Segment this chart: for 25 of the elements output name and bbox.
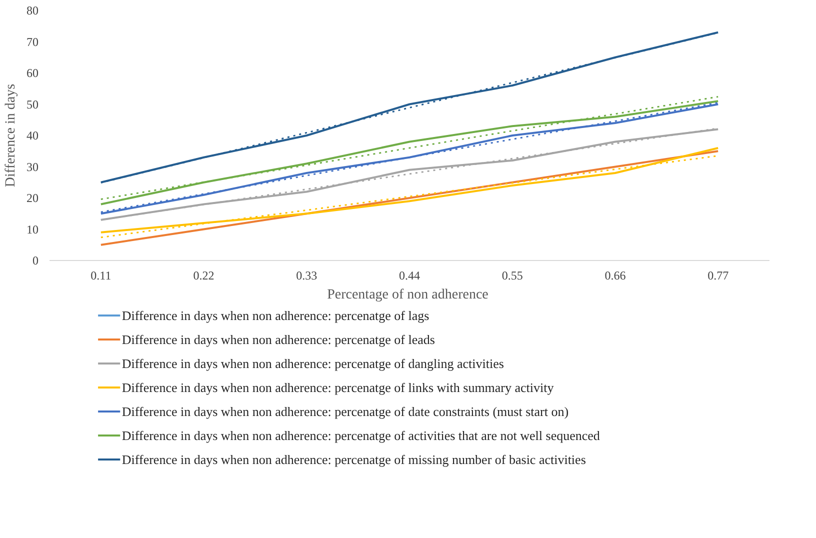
x-tick-label: 0.55 (502, 268, 523, 282)
x-tick-label: 0.22 (193, 268, 214, 282)
legend-label: Difference in days when non adherence: percenatge of lags (122, 308, 430, 323)
y-tick-label: 20 (26, 191, 38, 205)
x-tick-label: 0.66 (604, 268, 626, 282)
y-tick-label: 70 (26, 34, 38, 49)
y-tick-label: 60 (26, 66, 38, 80)
y-axis-title: Difference in days (4, 84, 18, 188)
x-tick-label: 0.77 (708, 268, 729, 282)
legend-label: Difference in days when non adherence: percenatge of missing number of basic activities (122, 452, 586, 467)
legend-label: Difference in days when non adherence: percenatge of leads (122, 332, 435, 347)
y-tick-label: 80 (26, 4, 38, 18)
legend-label: Difference in days when non adherence: percenatge of date constraints (must start on) (122, 404, 569, 419)
legend-label: Difference in days when non adherence: percenatge of activities that are not well sequenced (122, 428, 600, 443)
y-tick-label: 30 (26, 160, 38, 174)
y-tick-label: 50 (26, 97, 38, 112)
x-tick-label: 0.11 (90, 268, 112, 282)
x-axis-title: Percentage of non adherence (327, 288, 488, 302)
y-tick-label: 10 (26, 222, 38, 236)
y-tick-label: 40 (26, 128, 38, 142)
x-tick-label: 0.33 (296, 268, 318, 282)
legend-label: Difference in days when non adherence: percenatge of dangling activities (122, 356, 504, 371)
legend-label: Difference in days when non adherence: percenatge of links with summary activity (122, 380, 554, 395)
y-tick-label: 0 (32, 254, 38, 268)
x-tick-label: 0.44 (399, 268, 420, 282)
